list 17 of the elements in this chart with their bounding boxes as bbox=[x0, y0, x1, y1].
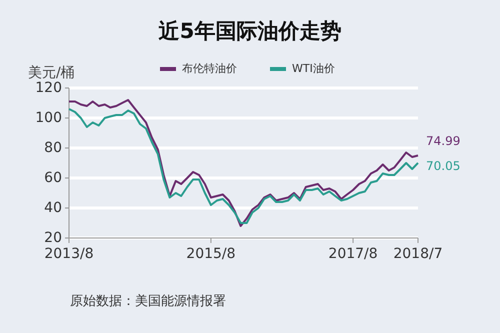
y-tick-label: 20 bbox=[44, 230, 62, 246]
chart-title: 近5年国际油价走势 bbox=[158, 19, 342, 43]
y-tick-label: 80 bbox=[44, 140, 62, 156]
x-tick-label: 2018/7 bbox=[393, 246, 443, 262]
y-tick-label: 60 bbox=[44, 170, 62, 186]
data-label: 74.99 bbox=[426, 134, 460, 148]
text: 原始数据：美国能源情报署 bbox=[70, 293, 226, 309]
y-axis-title: 美元/桶 bbox=[28, 65, 75, 81]
y-tick-label: 120 bbox=[35, 80, 62, 96]
legend-label: WTI油价 bbox=[292, 62, 335, 76]
data-label: 70.05 bbox=[426, 159, 460, 174]
x-tick-label: 2015/8 bbox=[186, 246, 236, 262]
y-tick-label: 40 bbox=[44, 200, 62, 216]
x-tick-label: 2013/8 bbox=[44, 246, 94, 262]
legend-label: 布伦特油价 bbox=[182, 62, 237, 76]
x-tick-label: 2017/8 bbox=[328, 246, 378, 262]
y-tick-label: 100 bbox=[35, 110, 62, 126]
